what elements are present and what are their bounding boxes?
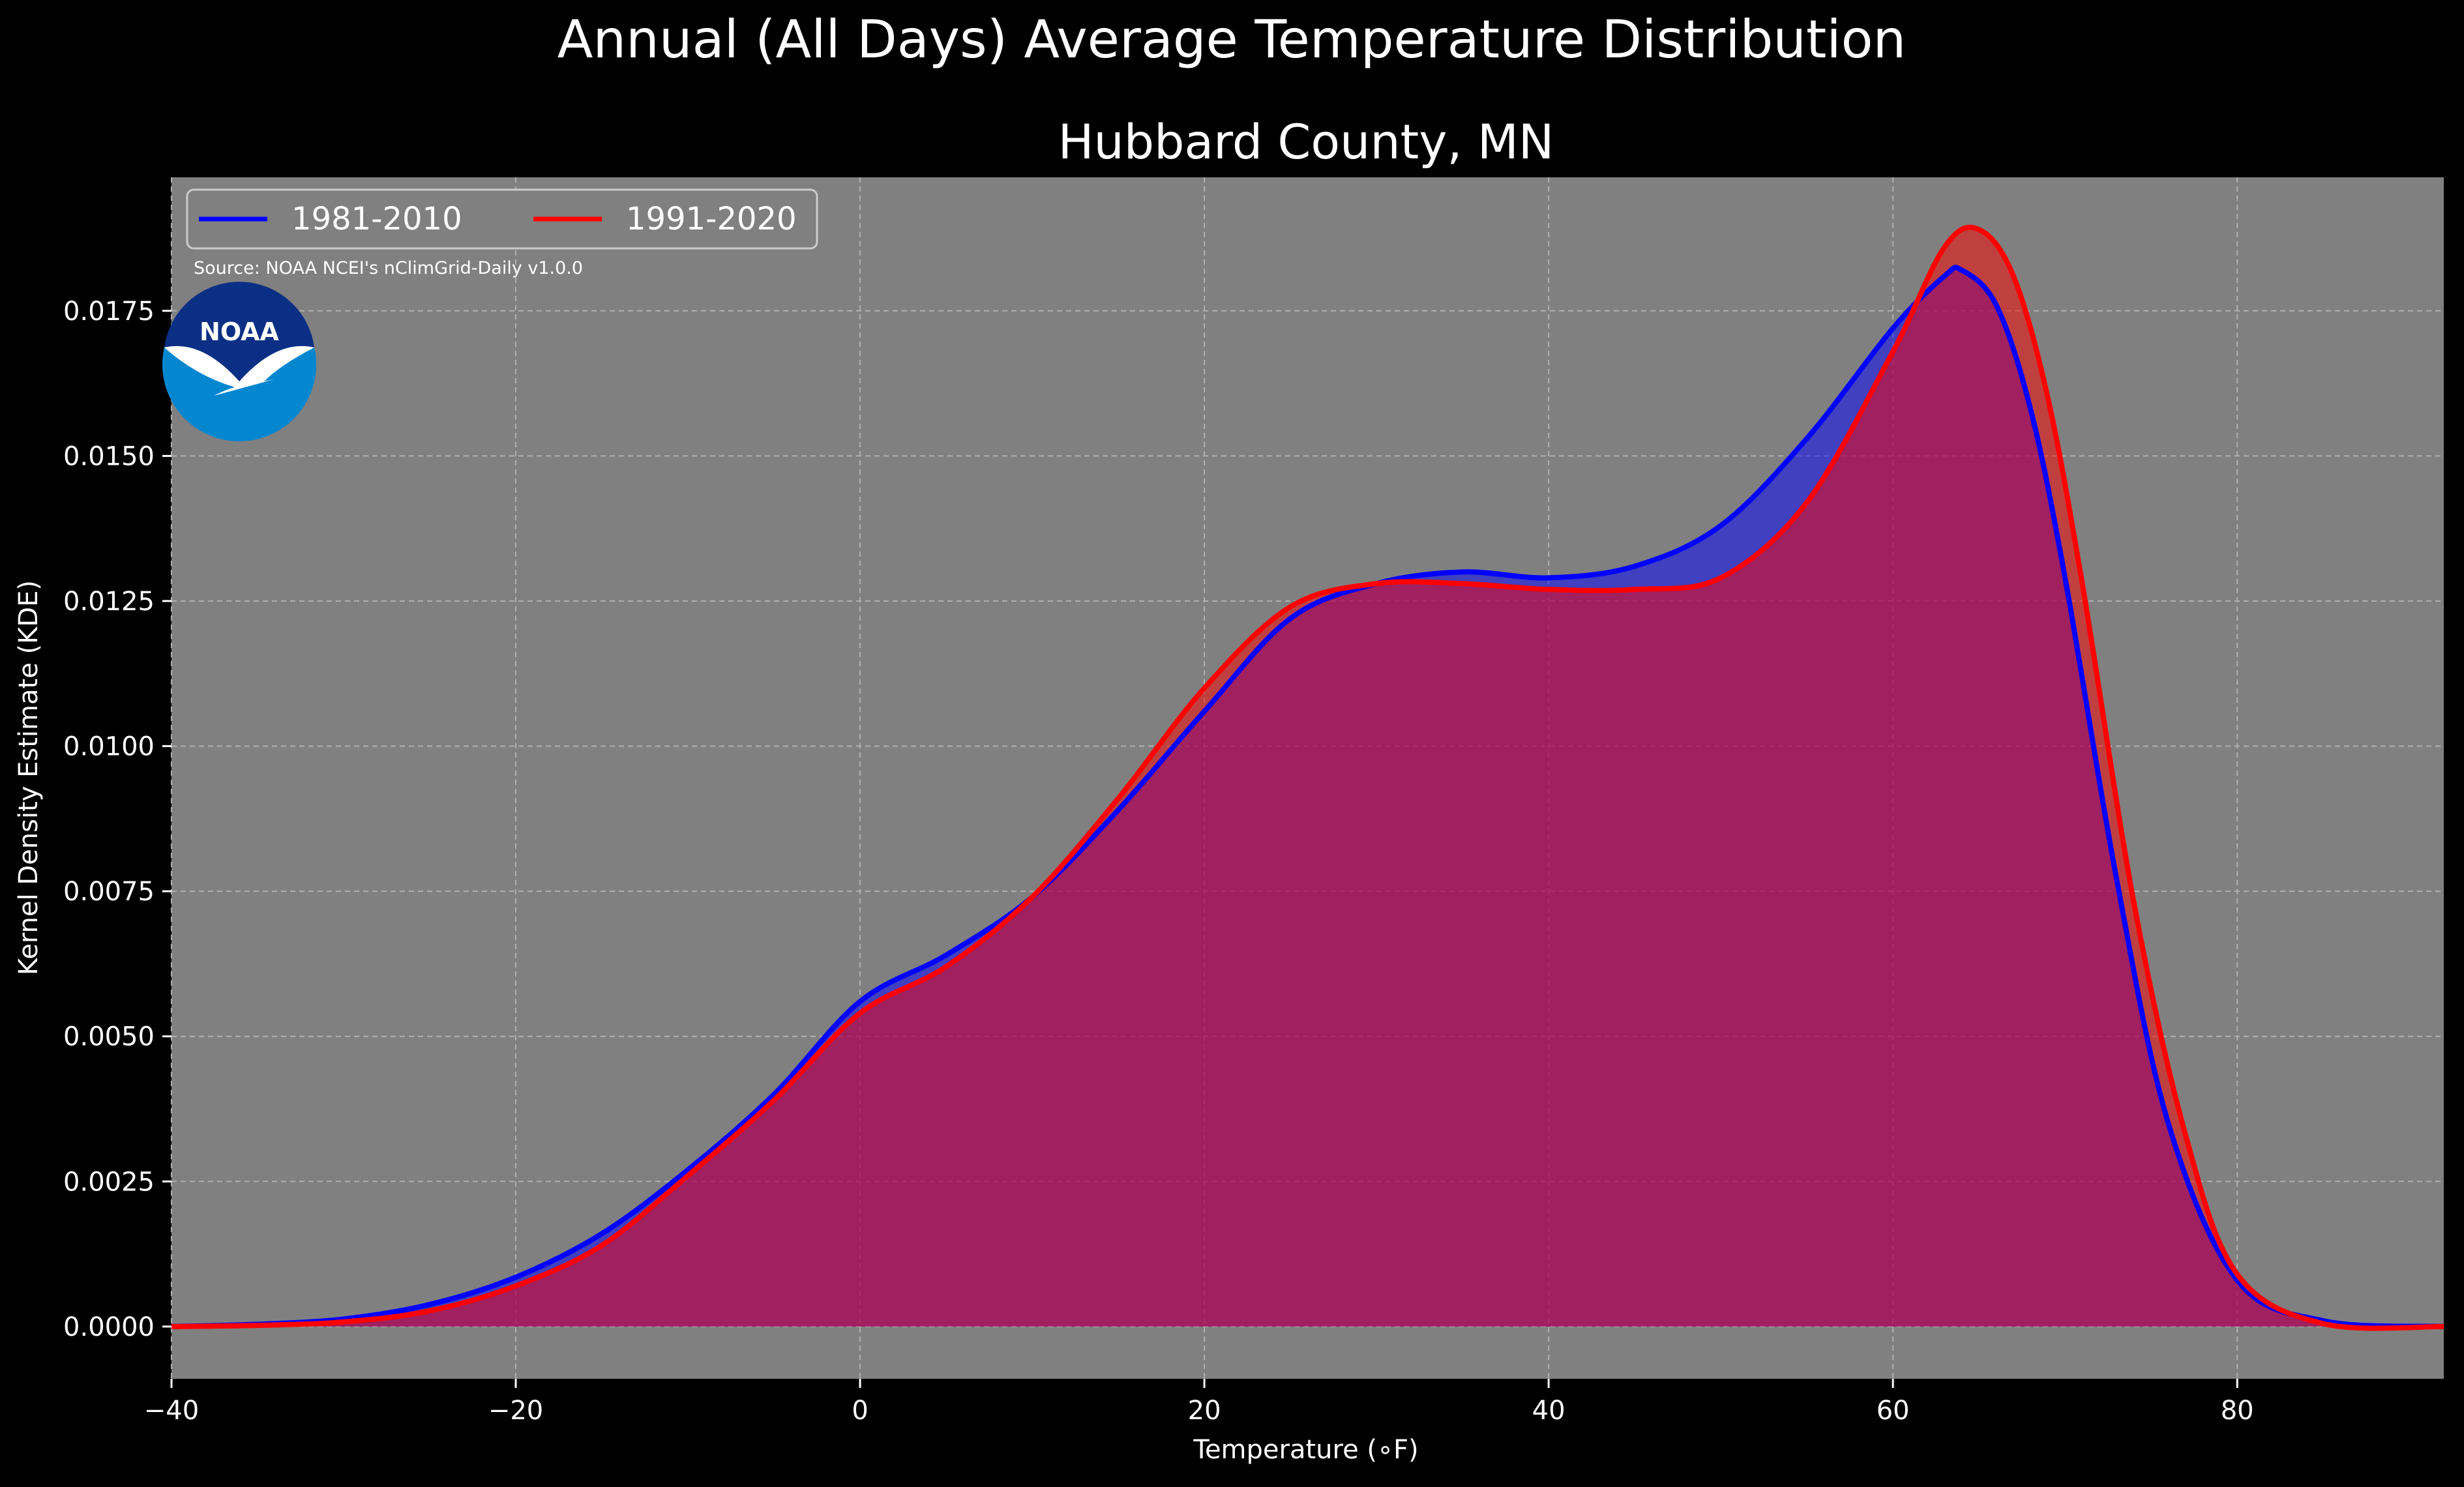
source-note: Source: NOAA NCEI's nClimGrid-Daily v1.0…: [194, 258, 583, 278]
noaa-logo-bird: [164, 346, 314, 396]
legend-box: [186, 188, 818, 250]
chart-subtitle: Hubbard County, MN: [1058, 115, 1554, 170]
y-tick-label: 0.0100: [63, 732, 155, 762]
x-tick-label: −20: [488, 1396, 543, 1426]
y-tick-label: 0.0125: [63, 587, 155, 617]
x-tick-label: 60: [1877, 1396, 1910, 1426]
y-tick-label: 0.0050: [63, 1022, 155, 1052]
x-tick-label: −40: [144, 1396, 199, 1426]
y-tick-label: 0.0175: [63, 297, 155, 327]
x-tick-label: 40: [1532, 1396, 1566, 1426]
x-axis: −40 −20 0 20 40 60 80: [144, 1379, 2254, 1426]
y-axis: 0.0000 0.0025 0.0050 0.0075 0.0100 0.0125 0.01…: [63, 297, 171, 1342]
y-tick-label: 0.0150: [63, 441, 155, 471]
y-axis-label: Kernel Density Estimate (KDE): [14, 580, 44, 975]
y-tick-label: 0.0075: [63, 877, 155, 907]
series-line-1991-2020: [171, 224, 2444, 1331]
noaa-logo-text: NOAA: [200, 317, 279, 346]
x-tick-label: 0: [852, 1396, 868, 1426]
chart-title: Annual (All Days) Average Temperature Di…: [557, 9, 1906, 70]
x-axis-label: Temperature (∘F): [1193, 1435, 1418, 1465]
noaa-logo: NOAA: [162, 282, 316, 441]
noaa-logo-top: [164, 282, 314, 381]
x-tick-label: 80: [2221, 1396, 2254, 1426]
legend-label-1991-2020: 1991-2020: [626, 201, 797, 237]
y-tick-label: 0.0025: [63, 1167, 155, 1197]
y-tick-label: 0.0000: [63, 1312, 155, 1342]
legend-label-1981-2010: 1981-2010: [291, 201, 462, 237]
series-line-1981-2010: [171, 265, 2444, 1329]
series-layer: [171, 224, 2444, 1331]
x-tick-label: 20: [1188, 1396, 1221, 1426]
legend: 1981-2010 1991-2020: [186, 188, 818, 250]
series-area-1991-2020: [171, 227, 2444, 1329]
